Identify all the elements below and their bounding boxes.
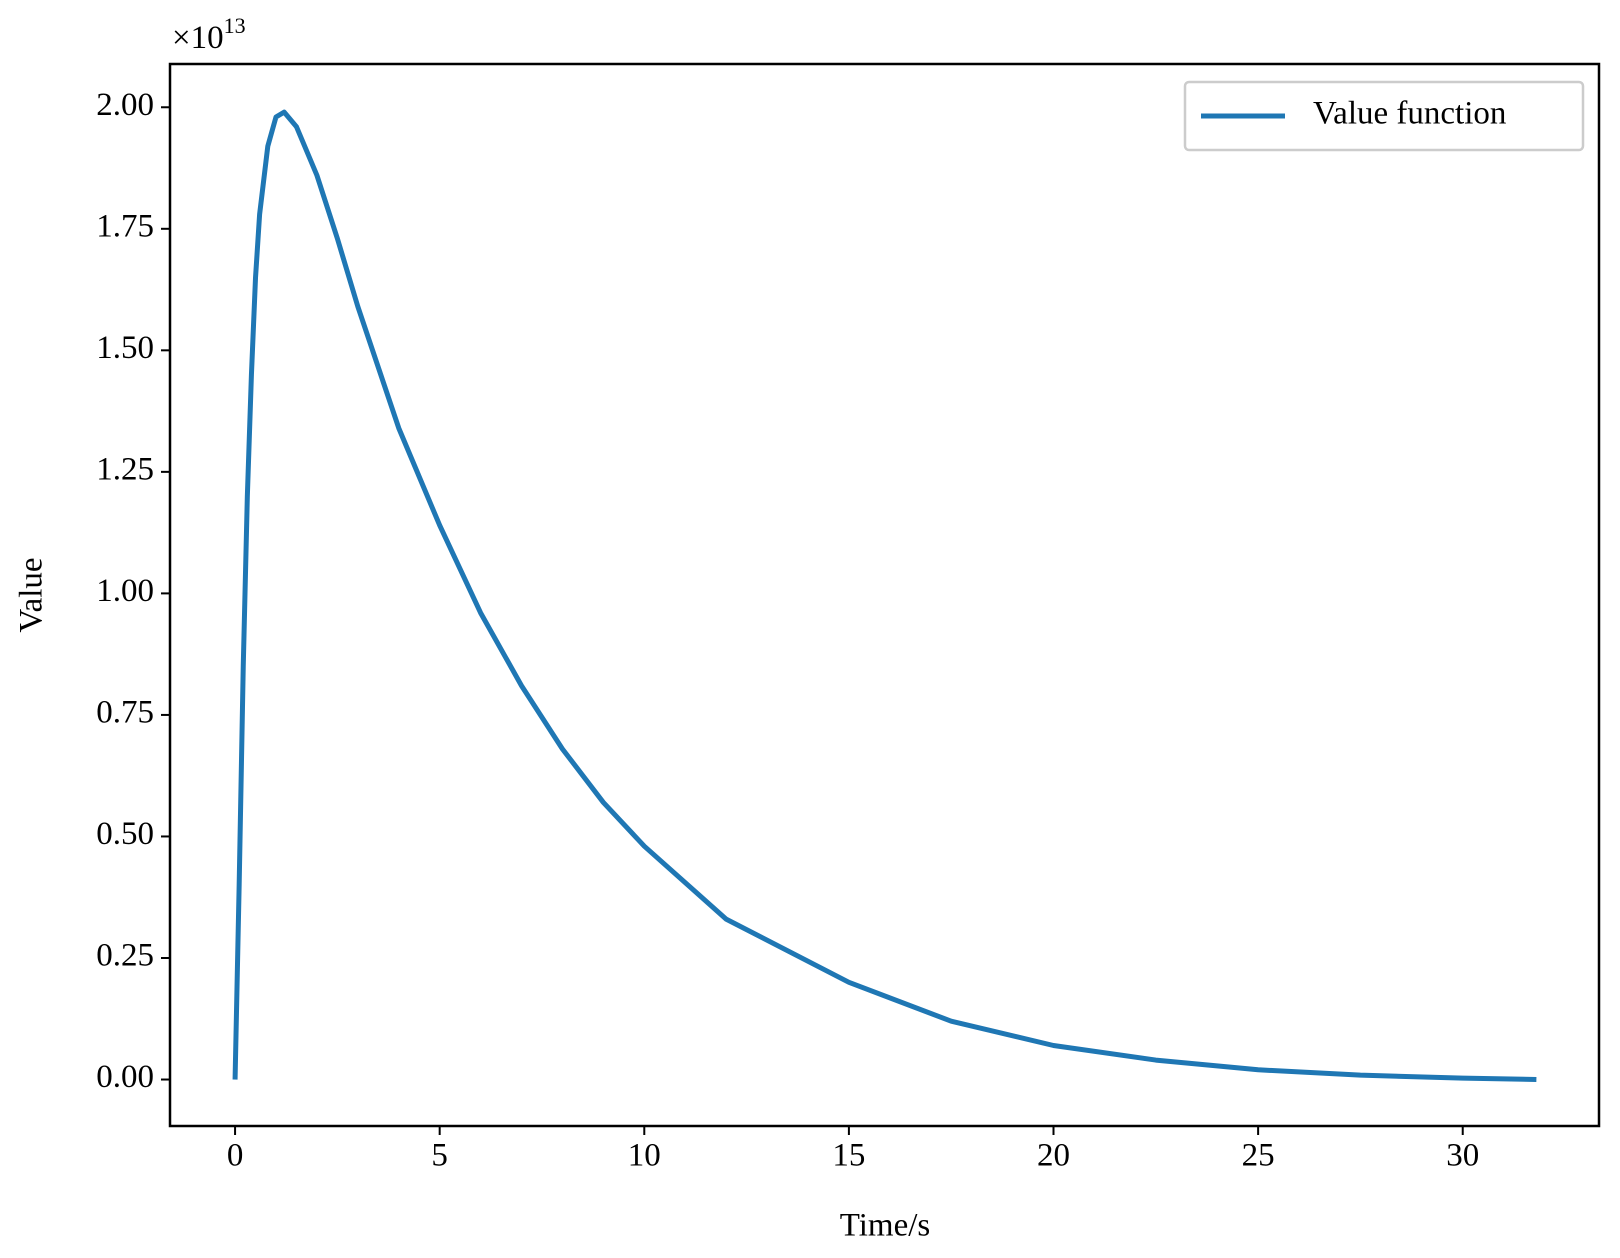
y-tick-label: 0.75 [96, 695, 154, 731]
y-tick-label: 1.25 [96, 451, 154, 487]
y-axis-label: Value [14, 557, 50, 632]
x-tick-label: 30 [1446, 1138, 1479, 1174]
y-tick-label: 1.50 [96, 330, 154, 366]
offset-base: ×10 [172, 20, 224, 56]
legend-label: Value function [1313, 96, 1506, 132]
plot-frame [168, 62, 1601, 1128]
line-series [232, 109, 1537, 1083]
offset-exponent: 13 [224, 13, 246, 38]
y-tick-label: 0.00 [96, 1059, 154, 1095]
y-tick-label: 0.50 [96, 816, 154, 852]
x-tick-label: 25 [1242, 1138, 1275, 1174]
y-tick-label: 2.00 [96, 87, 154, 123]
x-tick-label: 20 [1037, 1138, 1070, 1174]
x-axis-label: Time/s [840, 1208, 931, 1244]
y-tick-label: 1.75 [96, 208, 154, 244]
legend-box [1183, 80, 1585, 152]
x-tick-label: 15 [832, 1138, 865, 1174]
x-tick-label: 0 [227, 1138, 244, 1174]
x-tick-label: 5 [431, 1138, 448, 1174]
y-tick-label: 0.25 [96, 938, 154, 974]
y-tick-label: 1.00 [96, 573, 154, 609]
x-tick-label: 10 [628, 1138, 661, 1174]
y-offset-label: ×1013 [172, 13, 246, 56]
